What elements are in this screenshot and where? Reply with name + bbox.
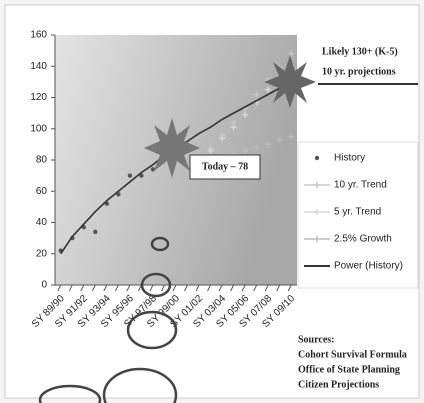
point [93, 229, 98, 235]
x-tick [230, 284, 235, 292]
legend-swatch [304, 236, 330, 242]
legend-label: 2.5% Growth [334, 234, 392, 245]
point [265, 141, 272, 148]
point [219, 135, 226, 142]
source: Office of State Planning [298, 364, 400, 375]
x-tick [195, 284, 200, 292]
legend-label: History [334, 153, 365, 164]
callout: Today – 78 [202, 161, 248, 172]
y-tick-label: 0 [41, 280, 47, 291]
starburst [144, 118, 200, 178]
x-tick [161, 284, 165, 292]
point [139, 173, 144, 178]
point [127, 173, 133, 178]
x-tick [253, 284, 258, 292]
projection-subtitle: 10 yr. projections [322, 66, 396, 77]
sources-title: Sources: [298, 334, 334, 345]
point [242, 111, 249, 118]
source: Citizen Projections [298, 379, 379, 390]
y-tick-label: 80 [36, 155, 48, 166]
x-tick [264, 284, 269, 292]
legend-label: 5 yr. Trend [334, 207, 381, 218]
x-tick [287, 284, 292, 292]
point [253, 144, 260, 151]
point [265, 86, 272, 93]
x-tick [91, 284, 96, 292]
x-tick [276, 284, 281, 292]
y-tick-label: 120 [30, 92, 47, 103]
point [242, 147, 249, 154]
legend-label: 10 yr. Trend [334, 180, 387, 191]
y-tick-label: 160 [30, 30, 47, 41]
x-tick [68, 284, 73, 292]
point [116, 192, 121, 197]
x-tick [80, 284, 85, 292]
legend-swatch [304, 182, 330, 188]
x-tick [207, 284, 212, 292]
point [230, 124, 237, 131]
x-tick [126, 284, 131, 292]
x-tick [57, 284, 62, 292]
y-tick-label: 40 [36, 217, 48, 228]
point [288, 50, 295, 57]
decor-circles [38, 236, 178, 403]
starburst [264, 55, 316, 108]
x-tick [218, 284, 223, 292]
x-tick [149, 284, 154, 292]
point [207, 147, 214, 154]
point [253, 91, 260, 98]
x-tick [172, 284, 177, 292]
legend-swatch [314, 155, 320, 161]
y-tick-label: 100 [30, 123, 47, 134]
source: Cohort Survival Formula [298, 349, 407, 360]
x-tick [103, 284, 108, 292]
y-tick-label: 140 [30, 61, 47, 72]
legend-swatch [304, 209, 330, 215]
callout-box [189, 154, 261, 180]
projection-title: Likely 130+ (K-5) [322, 46, 398, 57]
point [276, 136, 283, 143]
legend [297, 141, 419, 289]
x-tick [241, 284, 246, 292]
y-tick-label: 20 [36, 248, 48, 259]
y-tick-label: 60 [36, 186, 48, 197]
x-tick [184, 284, 188, 292]
x-tick [114, 284, 119, 292]
point [288, 133, 295, 140]
legend-label: Power (History) [334, 261, 403, 272]
point [150, 167, 156, 172]
